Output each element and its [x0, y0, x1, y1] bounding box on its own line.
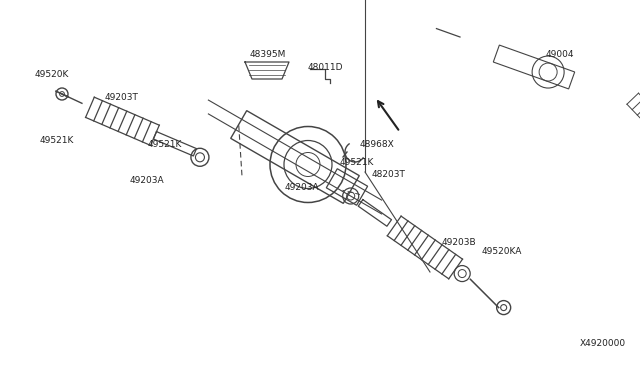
Text: 49521K: 49521K: [340, 157, 374, 167]
Text: 49203B: 49203B: [442, 237, 477, 247]
Text: 48203T: 48203T: [372, 170, 406, 179]
Text: 48968X: 48968X: [360, 140, 395, 148]
Text: 49203A: 49203A: [130, 176, 164, 185]
Text: 48395M: 48395M: [250, 49, 286, 58]
Text: 49520KA: 49520KA: [482, 247, 522, 257]
Text: 49203A: 49203A: [285, 183, 319, 192]
Text: 49520K: 49520K: [35, 70, 69, 78]
Text: 48011D: 48011D: [308, 62, 344, 71]
Text: 49521K: 49521K: [148, 140, 182, 148]
Text: 49004: 49004: [546, 49, 575, 58]
Text: 49203T: 49203T: [105, 93, 139, 102]
Text: 49521K: 49521K: [40, 135, 74, 144]
Text: X4920000: X4920000: [580, 340, 626, 349]
